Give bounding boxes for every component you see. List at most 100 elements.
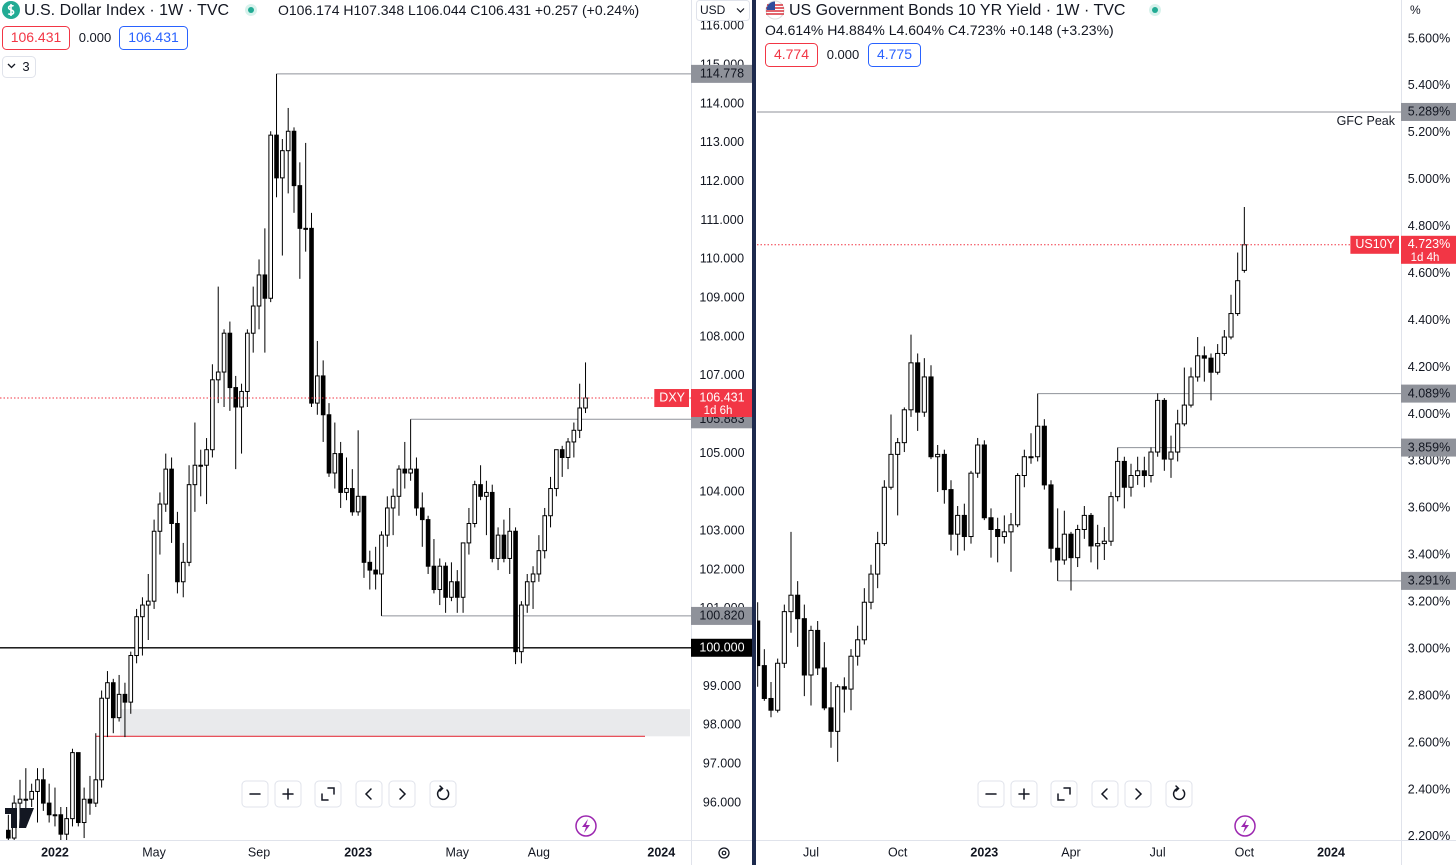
candle-body — [815, 629, 821, 669]
candle-body — [484, 491, 489, 497]
candle-body — [350, 488, 355, 513]
candle-body — [961, 514, 967, 538]
candle-body — [801, 618, 807, 676]
candle-body — [460, 542, 466, 598]
buy-box[interactable] — [868, 43, 921, 67]
level-price-box — [1401, 438, 1456, 457]
y-tick-label: 4.200% — [1408, 360, 1450, 374]
ohlc-legend: O106.174 H107.348 L106.044 C106.431 +0.2… — [278, 2, 639, 18]
x-tick-label: 2024 — [647, 845, 675, 859]
candle-body — [449, 581, 454, 598]
candle-body — [215, 371, 221, 381]
candle-body — [408, 468, 413, 474]
buy-price[interactable]: 106.431 — [128, 29, 179, 45]
candle-body — [419, 507, 425, 521]
symbol-icon-glyph — [7, 4, 15, 16]
toolbar-button[interactable] — [314, 780, 342, 808]
x-tick-label: May — [142, 845, 166, 859]
candle-body — [554, 449, 559, 490]
status-dot — [248, 7, 254, 13]
candle-body — [935, 453, 941, 458]
candle-body — [1068, 533, 1074, 559]
status-dot — [1152, 7, 1158, 13]
candle-body — [507, 530, 513, 559]
spread: 0.000 — [79, 30, 112, 45]
buy-box[interactable] — [119, 26, 188, 50]
candle-body — [274, 134, 279, 179]
candle-body — [577, 407, 583, 431]
currency-select[interactable] — [696, 0, 750, 21]
candle-body — [1241, 244, 1247, 271]
candle-body — [1055, 547, 1061, 561]
lightning-icon[interactable] — [1234, 815, 1256, 837]
level-price-box — [691, 64, 752, 83]
y-tick-label: 98.000 — [703, 718, 741, 732]
x-tick-label: 2024 — [1317, 845, 1345, 859]
toolbar-button[interactable] — [1124, 780, 1152, 808]
sell-box[interactable] — [2, 26, 70, 50]
x-tick-label: Oct — [888, 845, 908, 859]
candle-body — [775, 662, 781, 711]
candle-body — [1101, 540, 1107, 545]
candle-body — [198, 464, 204, 467]
symbol-title: US Government Bonds 10 YR Yield · 1W · T… — [789, 2, 1125, 19]
y-tick-label: 5.200% — [1408, 125, 1450, 139]
y-tick-label: 105.000 — [699, 446, 744, 460]
candle-body — [948, 489, 954, 535]
toolbar-button[interactable] — [429, 780, 457, 808]
candle-body — [425, 519, 431, 567]
candle-body — [320, 375, 326, 416]
toolbar-icon — [364, 788, 372, 800]
y-tick-label: 2.400% — [1408, 782, 1450, 796]
logo — [5, 808, 34, 828]
candle-body — [227, 332, 233, 389]
sell-price[interactable]: 4.774 — [774, 46, 809, 62]
candle-body — [297, 185, 303, 229]
level-price-box — [1401, 102, 1456, 121]
candle-body — [1168, 451, 1174, 460]
y-tick-label: 96.000 — [703, 795, 741, 809]
y-tick-label: 3.800% — [1408, 454, 1450, 468]
candle-body — [87, 798, 93, 804]
symbol-box — [1350, 235, 1399, 254]
settings-icon[interactable] — [718, 847, 730, 859]
candle-body — [472, 484, 478, 524]
buy-price[interactable]: 4.775 — [877, 46, 912, 62]
y-tick-label: 5.400% — [1408, 78, 1450, 92]
candle-body — [1195, 355, 1201, 378]
candle-body — [1075, 528, 1081, 559]
candle-body — [355, 495, 361, 513]
candle-body — [1181, 404, 1187, 425]
sell-box[interactable] — [765, 43, 818, 67]
plot-left — [0, 73, 691, 840]
toolbars — [241, 780, 1193, 808]
candle-body — [875, 543, 881, 575]
toolbar-icon — [1100, 788, 1108, 800]
candle-body — [583, 397, 588, 409]
candle-body — [466, 522, 472, 544]
candle-body — [140, 604, 145, 618]
lightning-icon[interactable] — [575, 815, 597, 837]
toolbar-button[interactable] — [355, 780, 383, 808]
y-tick-label: 2.600% — [1408, 735, 1450, 749]
last-price-label: 106.431 — [699, 390, 744, 404]
candle-body — [17, 798, 23, 804]
candle-body — [35, 779, 40, 792]
lightning-bolt — [582, 819, 590, 833]
toolbar-button[interactable] — [1050, 780, 1078, 808]
candle-body — [402, 468, 408, 474]
toolbar-button[interactable] — [1091, 780, 1119, 808]
sell-price[interactable]: 106.431 — [11, 29, 62, 45]
y-tick-label: 110.000 — [700, 252, 744, 266]
currency[interactable]: USD — [700, 3, 726, 17]
candle-body — [157, 503, 163, 532]
y-tick-label: 2.200% — [1408, 829, 1450, 843]
toolbar-button[interactable] — [1165, 780, 1193, 808]
candle-body — [233, 387, 239, 408]
candle-body — [1041, 425, 1047, 486]
candle-body — [29, 790, 34, 800]
indicators-toggle[interactable] — [2, 56, 36, 78]
y-tick-label: 3.600% — [1408, 501, 1450, 515]
candle-body — [1208, 357, 1214, 373]
toolbar-button[interactable] — [388, 780, 416, 808]
